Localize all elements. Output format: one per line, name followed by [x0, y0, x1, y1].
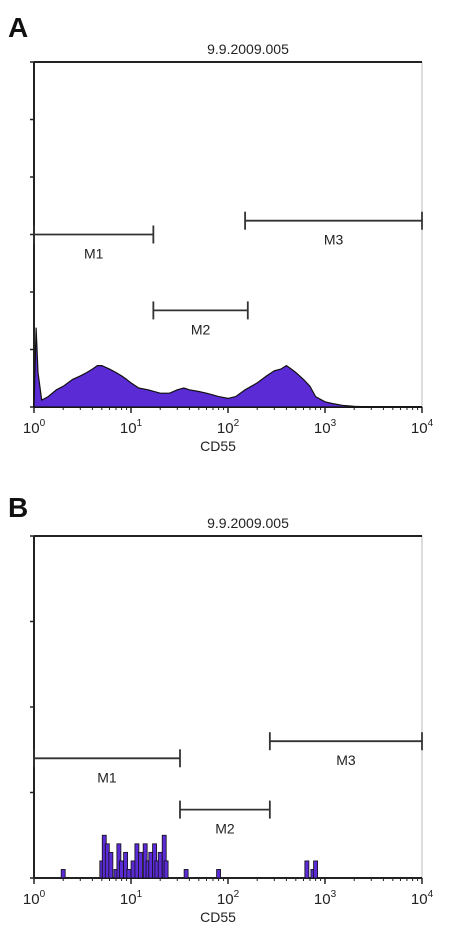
chart-b-histogram-bar-23	[304, 860, 310, 879]
chart-b-x-tick-label-3: 103	[314, 889, 337, 908]
chart-b-histogram-bar-21	[183, 869, 189, 879]
chart-a-x-tick-label-4: 104	[411, 418, 434, 437]
chart-b-histogram-bar-9	[126, 869, 132, 879]
chart-a-x-axis-label: CD55	[200, 438, 236, 454]
chart-b-x-tick-label-0: 100	[23, 889, 46, 908]
chart-b-histogram-bar-18	[157, 851, 163, 879]
panel-a-letter: A	[8, 12, 29, 43]
chart-b-histogram-bar-25	[313, 860, 318, 879]
chart-a-x-tick-label-0: 100	[23, 418, 46, 437]
chart-b-histogram-bar-7	[119, 860, 124, 879]
chart-b-marker-m2-label: M2	[215, 821, 235, 837]
chart-b-histogram-bar-12	[138, 851, 143, 879]
chart-b-histogram-bar-0	[60, 869, 66, 879]
chart-b-histogram-bar-10	[130, 860, 136, 879]
chart-b-x-axis-label: CD55	[200, 909, 236, 925]
chart-b-marker-m3-label: M3	[336, 752, 356, 768]
chart-a-marker-m3-label: M3	[324, 232, 344, 248]
chart-b-histogram-bar-8	[123, 851, 129, 879]
panel-b: B 9.9.2009.005 100 101 102 103 104 CD55 M1 M2 M3	[0, 470, 450, 940]
chart-a-x-tick-label-1: 101	[120, 418, 143, 437]
panel-a: A 9.9.2009.005 100 101 102 103 104 CD55 M1 M2 M3	[8, 12, 434, 454]
chart-a-marker-m1-label: M1	[84, 246, 104, 262]
chart-a-histogram-area	[33, 327, 422, 408]
chart-a-title: 9.9.2009.005	[207, 41, 289, 57]
chart-b-marker-m1-label: M1	[97, 769, 117, 785]
panel-b-letter: B	[8, 492, 29, 523]
chart-b-histogram-bar-20	[163, 860, 169, 879]
chart-b-histogram-bar-22	[216, 869, 221, 879]
chart-a-x-tick-label-2: 102	[217, 418, 240, 437]
chart-b-histogram-bar-4	[108, 851, 114, 879]
histogram-b: 9.9.2009.005 100 101 102 103 104 CD55 M1 M2 M3	[23, 515, 434, 925]
chart-b-x-tick-label-2: 102	[217, 889, 240, 908]
chart-b-title: 9.9.2009.005	[207, 515, 289, 531]
chart-b-x-tick-label-4: 104	[411, 889, 434, 908]
chart-a-marker-m2-label: M2	[191, 321, 211, 337]
histogram-a: 9.9.2009.005 100 101 102 103 104 CD55 M1 M2 M3	[23, 41, 434, 454]
chart-b-x-tick-label-1: 101	[120, 889, 143, 908]
chart-a-x-tick-label-3: 103	[314, 418, 337, 437]
